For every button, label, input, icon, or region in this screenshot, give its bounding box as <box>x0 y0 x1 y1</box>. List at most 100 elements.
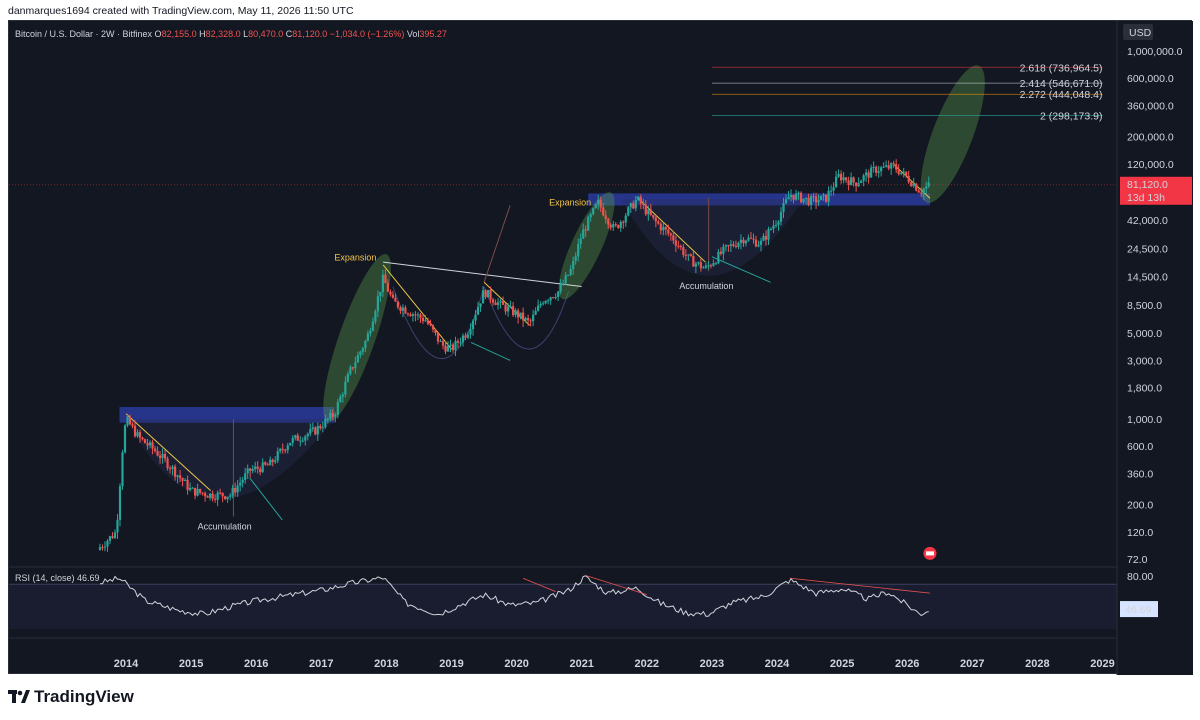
y-tick-label-3: 200,000.0 <box>1127 132 1174 144</box>
candle-body <box>589 214 592 218</box>
candle-body <box>183 479 187 481</box>
candle-body <box>604 215 607 220</box>
fib-label-3: 2 (298,173.9) <box>1040 110 1102 122</box>
accumulation-bowl-2 <box>620 199 804 276</box>
candle-body <box>554 296 557 298</box>
footer-brand: TradingView <box>34 687 134 706</box>
trendline-2018 <box>382 264 452 350</box>
x-tick-label-5: 2019 <box>439 658 463 670</box>
candle-body <box>284 449 287 451</box>
candle-body <box>772 225 775 229</box>
candle-body <box>547 300 550 302</box>
candle-body <box>211 493 214 499</box>
y-tick-label-2: 360,000.0 <box>1127 100 1174 112</box>
candle-body <box>454 340 457 351</box>
candle-body <box>209 493 212 498</box>
candle-body <box>707 265 710 267</box>
candle-body <box>584 229 587 231</box>
candle-body <box>537 305 540 311</box>
candle-body <box>306 433 309 437</box>
candle-body <box>476 306 480 315</box>
candle-body <box>824 194 828 202</box>
candle-body <box>321 427 324 429</box>
legend-part: O <box>155 29 162 39</box>
y-tick-label-1: 600,000.0 <box>1127 73 1174 85</box>
candle-body <box>249 468 252 471</box>
candle-body <box>481 290 485 304</box>
candle-body <box>168 468 172 470</box>
candle-body <box>304 436 307 441</box>
candle-body <box>229 495 232 497</box>
candle-body <box>406 313 410 315</box>
candle-body <box>794 193 798 200</box>
expansion-ellipse-2017 <box>323 254 391 422</box>
chart-frame[interactable]: 2.618 (736,964.5) 2.414 (546,671.0) 2.272 … <box>8 20 1193 675</box>
candle-body <box>401 307 405 311</box>
candle-body <box>724 245 728 247</box>
candle-body <box>399 307 402 311</box>
accumulation-label-2: Accumulation <box>679 281 733 291</box>
candle-body <box>682 247 685 255</box>
candle-body <box>351 367 354 369</box>
candle-body <box>279 448 282 452</box>
candle-body <box>234 487 237 493</box>
candle-body <box>106 540 109 547</box>
candle-body <box>281 448 284 450</box>
candle-body <box>364 341 367 349</box>
price-badge <box>1120 176 1192 205</box>
candle-body <box>494 302 497 305</box>
candle-body <box>757 244 760 247</box>
candle-body <box>727 245 730 247</box>
candle-body <box>814 196 818 203</box>
candle-body <box>732 244 735 246</box>
candle-body <box>446 345 450 352</box>
trendline-2023-break <box>711 256 771 283</box>
legend-part: L <box>243 29 248 39</box>
rsi-divergence-2024 <box>789 577 931 594</box>
candle-body <box>527 318 530 321</box>
legend-part: 80,470.0 <box>248 29 286 39</box>
x-tick-label-15: 2029 <box>1090 658 1114 670</box>
candle-body <box>544 300 547 304</box>
candle-body <box>138 432 142 438</box>
candle-body <box>426 320 430 324</box>
candle-body <box>161 453 164 458</box>
candle-body <box>577 244 580 257</box>
candle-body <box>439 341 442 343</box>
candle-body <box>499 300 502 303</box>
resistance-zone-2014 <box>119 406 335 423</box>
candle-body <box>141 437 144 440</box>
legend-part: H <box>199 29 206 39</box>
price-badge-value: 81,120.0 <box>1127 179 1168 191</box>
candle-body <box>907 175 910 183</box>
price-chart[interactable]: 2.618 (736,964.5) 2.414 (546,671.0)2.272 … <box>9 21 1193 675</box>
candle-body <box>567 274 570 276</box>
candle-body <box>361 348 364 352</box>
y-tick-label-0: 1,000,000.0 <box>1127 46 1183 58</box>
candle-body <box>754 239 758 247</box>
candle-body <box>286 445 289 451</box>
candle-body <box>549 297 552 301</box>
candle-body <box>511 306 515 316</box>
candle-body <box>887 165 890 169</box>
candle-body <box>594 204 597 209</box>
candle-body <box>206 496 209 498</box>
candle-body <box>742 239 745 244</box>
candle-body <box>449 344 452 346</box>
candle-body <box>366 333 369 342</box>
candle-body <box>316 426 319 435</box>
candle-body <box>524 318 527 321</box>
candle-body <box>116 519 119 533</box>
resistance-zone-2021 <box>588 193 930 206</box>
candle-body <box>143 439 147 444</box>
candle-body <box>539 304 542 306</box>
y-tick-label-8: 8,500.0 <box>1127 300 1162 312</box>
x-tick-label-9: 2023 <box>700 658 724 670</box>
arc-2020 <box>483 286 570 350</box>
candle-body <box>557 291 560 297</box>
candle-body <box>334 414 337 417</box>
rsi-legend-label: RSI (14, close) <box>15 573 77 583</box>
x-tick-label-2: 2016 <box>244 658 268 670</box>
candle-body <box>289 442 292 446</box>
symbol-legend: Bitcoin / U.S. Dollar · 2W · Bitfinex O8… <box>15 29 447 39</box>
